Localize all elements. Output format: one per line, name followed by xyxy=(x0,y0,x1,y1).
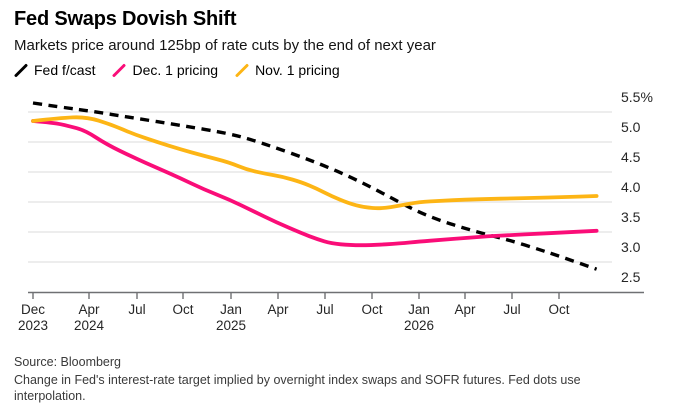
x-axis-month-label: Oct xyxy=(548,302,570,317)
legend-item-dec1-pricing: Dec. 1 pricing xyxy=(112,62,218,78)
y-axis-label: 4.5 xyxy=(621,149,641,165)
x-axis-month-label: Apr xyxy=(78,302,100,317)
x-axis-year-label: 2024 xyxy=(73,318,105,333)
x-axis-year-label: 2025 xyxy=(215,318,247,333)
nov1-pricing-line xyxy=(31,115,599,211)
page-title: Fed Swaps Dovish Shift xyxy=(14,8,237,30)
dec1-pricing-line xyxy=(31,119,599,248)
x-axis-month-label: Oct xyxy=(361,302,383,317)
legend: Fed f/cast Dec. 1 pricing Nov. 1 pricing xyxy=(14,62,340,78)
line-swatch-icon xyxy=(235,63,249,77)
y-axis-label: 3.5 xyxy=(621,209,641,225)
x-axis-month-label: Apr xyxy=(267,302,289,317)
source-text: Source: Bloomberg xyxy=(14,355,122,369)
x-axis-month-label: Jul xyxy=(128,302,146,317)
x-axis-month-label: Oct xyxy=(172,302,194,317)
y-axis-label: 3.0 xyxy=(621,239,641,255)
x-axis-month-label: Jan xyxy=(408,302,430,317)
x-axis-year-label: 2023 xyxy=(17,318,49,333)
footnote-text: Change in Fed's interest-rate target imp… xyxy=(14,373,581,403)
fed-forecast-line xyxy=(32,101,598,271)
line-swatch-icon xyxy=(14,63,28,77)
legend-item-label: Dec. 1 pricing xyxy=(132,62,219,78)
y-axis-label: 5.0 xyxy=(621,119,641,135)
x-axis-month-label: Jan xyxy=(220,302,242,317)
legend-item-label: Nov. 1 pricing xyxy=(255,62,340,78)
y-axis-label: 5.5% xyxy=(621,89,653,105)
y-axis-label: 4.0 xyxy=(621,179,641,195)
y-axis-label: 2.5 xyxy=(621,269,641,285)
page-subtitle: Markets price around 125bp of rate cuts … xyxy=(14,37,436,54)
legend-item-fed-fcast: Fed f/cast xyxy=(14,62,95,78)
legend-item-label: Fed f/cast xyxy=(34,62,96,78)
x-axis-month-label: Jul xyxy=(503,302,521,317)
x-axis-month-label: Jul xyxy=(316,302,334,317)
x-axis-month-label: Apr xyxy=(454,302,476,317)
x-axis-year-label: 2026 xyxy=(403,318,435,333)
line-swatch-icon xyxy=(112,63,126,77)
x-axis-month-label: Dec xyxy=(20,302,46,317)
legend-item-nov1-pricing: Nov. 1 pricing xyxy=(235,62,340,78)
